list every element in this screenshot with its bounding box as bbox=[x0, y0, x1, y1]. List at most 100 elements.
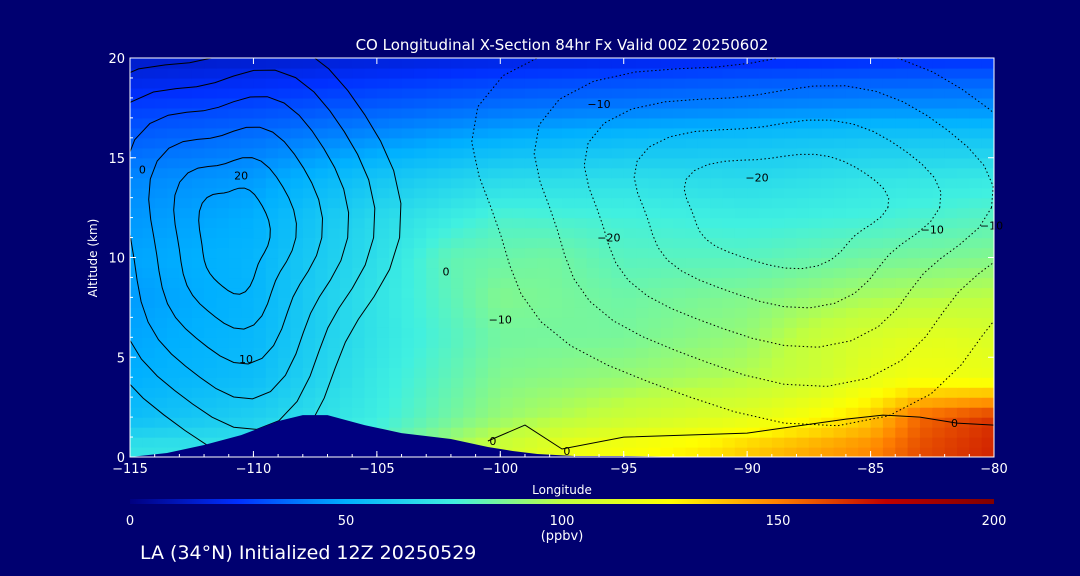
field-cell bbox=[833, 327, 847, 338]
field-cell bbox=[858, 177, 872, 189]
field-cell bbox=[660, 237, 674, 249]
field-cell bbox=[389, 147, 403, 159]
field-cell bbox=[734, 407, 748, 418]
field-cell bbox=[327, 347, 341, 358]
field-cell bbox=[648, 387, 662, 398]
field-cell bbox=[833, 87, 847, 99]
field-cell bbox=[660, 167, 674, 179]
field-cell bbox=[944, 87, 958, 99]
field-cell bbox=[562, 417, 575, 428]
field-cell bbox=[401, 427, 415, 438]
field-cell bbox=[512, 437, 526, 448]
field-cell bbox=[142, 407, 156, 418]
field-cell bbox=[438, 357, 452, 368]
field-cell bbox=[130, 307, 143, 318]
field-cell bbox=[278, 387, 292, 398]
field-cell bbox=[179, 297, 193, 308]
field-cell bbox=[648, 167, 662, 179]
contour-label: 0 bbox=[139, 164, 146, 177]
field-cell bbox=[265, 67, 279, 79]
field-cell bbox=[771, 427, 785, 438]
field-cell bbox=[623, 287, 637, 298]
field-cell bbox=[265, 167, 279, 179]
field-cell bbox=[759, 347, 773, 358]
field-cell bbox=[204, 177, 217, 189]
field-cell bbox=[241, 177, 255, 189]
field-cell bbox=[463, 67, 477, 79]
field-cell bbox=[623, 317, 637, 328]
field-cell bbox=[710, 58, 724, 69]
field-cell bbox=[216, 387, 230, 398]
field-cell bbox=[204, 127, 217, 139]
field-cell bbox=[981, 377, 994, 388]
field-cell bbox=[253, 237, 267, 249]
field-cell bbox=[500, 347, 514, 358]
field-cell bbox=[648, 247, 662, 259]
field-cell bbox=[401, 357, 415, 368]
field-cell bbox=[426, 397, 440, 408]
field-cell bbox=[389, 87, 403, 99]
field-cell bbox=[956, 97, 970, 109]
field-cell bbox=[907, 287, 921, 298]
field-cell bbox=[599, 157, 612, 169]
field-cell bbox=[142, 377, 156, 388]
field-cell bbox=[673, 67, 687, 79]
field-cell bbox=[154, 307, 168, 318]
field-cell bbox=[611, 307, 625, 318]
field-cell bbox=[623, 437, 637, 448]
field-cell bbox=[636, 397, 649, 408]
field-cell bbox=[599, 417, 612, 428]
field-cell bbox=[413, 167, 427, 179]
field-cell bbox=[204, 297, 217, 308]
field-cell bbox=[352, 227, 366, 239]
field-cell bbox=[673, 237, 687, 249]
field-cell bbox=[142, 327, 156, 338]
field-cell bbox=[142, 177, 156, 189]
field-cell bbox=[747, 127, 761, 139]
field-cell bbox=[956, 277, 970, 289]
field-cell bbox=[327, 297, 341, 308]
field-cell bbox=[845, 437, 859, 448]
field-cell bbox=[537, 377, 551, 388]
field-cell bbox=[475, 317, 489, 328]
field-cell bbox=[475, 77, 489, 89]
field-cell bbox=[524, 267, 538, 279]
field-cell bbox=[562, 147, 575, 159]
field-cell bbox=[845, 277, 859, 289]
field-cell bbox=[747, 247, 761, 259]
field-cell bbox=[673, 437, 687, 448]
field-cell bbox=[413, 77, 427, 89]
field-cell bbox=[376, 217, 390, 229]
field-cell bbox=[130, 167, 143, 179]
field-cell bbox=[512, 377, 526, 388]
field-cell bbox=[821, 407, 835, 418]
field-cell bbox=[574, 187, 588, 199]
field-cell bbox=[623, 127, 637, 139]
field-cell bbox=[660, 157, 674, 169]
field-cell bbox=[784, 287, 798, 298]
field-cell bbox=[747, 327, 761, 338]
field-cell bbox=[339, 227, 353, 239]
field-cell bbox=[673, 347, 687, 358]
field-cell bbox=[907, 417, 921, 428]
field-cell bbox=[808, 197, 822, 209]
field-cell bbox=[401, 297, 415, 308]
field-cell bbox=[327, 147, 341, 159]
field-cell bbox=[660, 217, 674, 229]
x-tick-label: −115 bbox=[112, 462, 148, 477]
field-cell bbox=[697, 437, 711, 448]
field-cell bbox=[882, 337, 896, 348]
field-cell bbox=[216, 347, 230, 358]
field-cell bbox=[500, 257, 514, 269]
field-cell bbox=[932, 217, 946, 229]
field-cell bbox=[216, 157, 230, 169]
field-cell bbox=[376, 177, 390, 189]
field-cell bbox=[228, 377, 242, 388]
field-cell bbox=[562, 407, 575, 418]
field-cell bbox=[463, 337, 477, 348]
field-cell bbox=[339, 97, 353, 109]
field-cell bbox=[895, 377, 909, 388]
field-cell bbox=[512, 317, 526, 328]
field-cell bbox=[179, 197, 193, 209]
field-cell bbox=[216, 137, 230, 149]
